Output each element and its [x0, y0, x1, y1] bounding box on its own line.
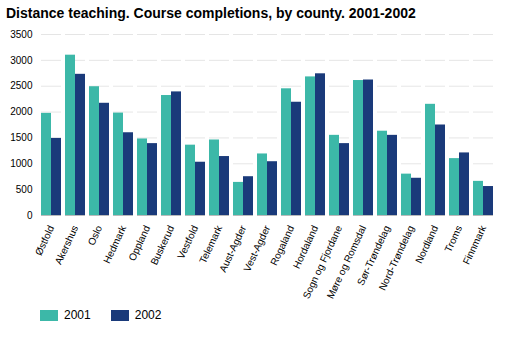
svg-text:Østfold: Østfold — [33, 224, 56, 257]
svg-text:Hedmark: Hedmark — [101, 223, 129, 265]
svg-text:3500: 3500 — [10, 29, 33, 40]
svg-text:0: 0 — [27, 210, 33, 221]
svg-text:Troms: Troms — [442, 224, 464, 254]
html-text:2002: 2002 — [134, 308, 162, 322]
svg-text:Finnmark: Finnmark — [461, 223, 489, 266]
svg-text:Sogn og Fjordane: Sogn og Fjordane — [300, 223, 345, 301]
svg-text:Vest-Agder: Vest-Agder — [241, 223, 272, 273]
svg-text:Oppland: Oppland — [126, 224, 152, 263]
svg-text:Møre og Romsdal: Møre og Romsdal — [325, 224, 369, 301]
svg-text:2000: 2000 — [10, 106, 33, 117]
svg-text:1500: 1500 — [10, 132, 33, 143]
svg-text:Nordland: Nordland — [413, 224, 440, 265]
svg-text:Telemark: Telemark — [197, 223, 225, 265]
svg-text:1000: 1000 — [10, 158, 33, 169]
html-text:2001: 2001 — [64, 308, 91, 322]
svg-text:Nord-Trøndelag: Nord-Trøndelag — [377, 224, 417, 292]
svg-text:Vestfold: Vestfold — [175, 224, 200, 261]
svg-text:Sør-Trøndelag: Sør-Trøndelag — [354, 223, 393, 287]
html-text:Distance teaching. Course comp: Distance teaching. Course completions, b… — [6, 5, 416, 21]
svg-text:Rogaland: Rogaland — [268, 223, 297, 268]
svg-text:Akershus: Akershus — [53, 224, 81, 266]
svg-text:Buskerud: Buskerud — [148, 224, 176, 267]
svg-text:Oslo: Oslo — [86, 223, 105, 247]
svg-text:500: 500 — [16, 184, 33, 195]
svg-text:Hordaland: Hordaland — [290, 223, 321, 271]
svg-text:2500: 2500 — [10, 80, 33, 91]
svg-text:Aust-Agder: Aust-Agder — [217, 223, 249, 274]
svg-text:3000: 3000 — [10, 55, 33, 66]
